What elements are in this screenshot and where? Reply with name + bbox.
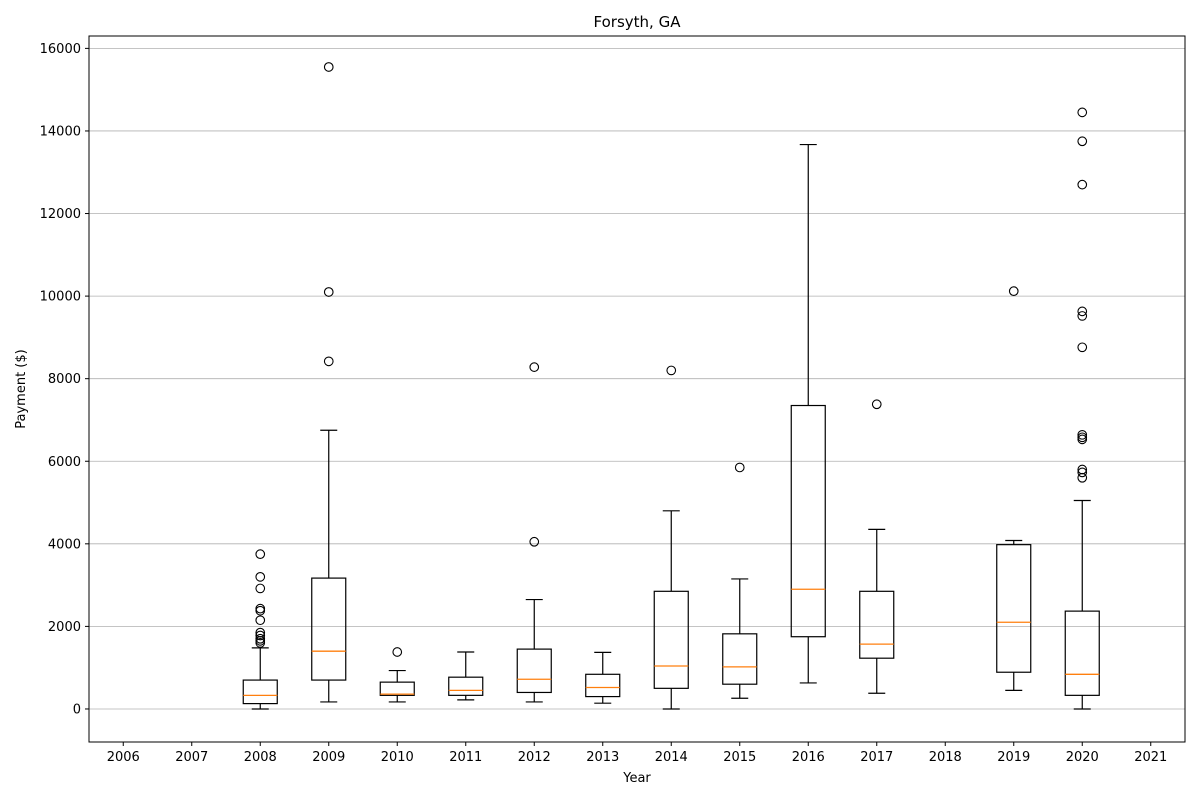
box-2015 [722,462,758,699]
box-2014 [653,365,689,710]
outlier-point [529,536,540,547]
outlier-point [255,633,266,644]
box-2009 [311,62,347,703]
box-2020 [1064,107,1100,710]
iqr-box [859,590,895,659]
outlier-point [255,630,266,641]
outlier-point [871,399,882,410]
box-2017 [859,399,895,694]
y-gridlines [89,47,1185,710]
y-tick-label: 2000 [48,620,81,635]
box-2008 [242,549,278,710]
y-tick-label: 6000 [48,455,81,470]
x-axis-title: Year [622,771,651,786]
x-tick-label: 2006 [107,750,140,765]
iqr-box [585,673,621,698]
y-tick-label: 10000 [40,290,81,305]
x-tick-label: 2012 [518,750,551,765]
plot-frame [88,35,1186,743]
iqr-box [1064,610,1100,696]
outlier-point [255,627,266,638]
iqr-box [722,633,758,685]
outlier-point [255,572,266,582]
y-tick-label: 12000 [40,207,81,222]
box-2019 [996,286,1032,691]
box-2013 [585,651,621,704]
x-tick-label: 2017 [860,750,893,765]
outlier-point [323,356,334,367]
outlier-point [1077,342,1088,353]
iqr-box [379,681,415,696]
x-tick-label: 2015 [723,750,756,765]
outlier-point [1077,311,1088,321]
outlier-point [323,287,334,297]
outlier-point [1077,432,1088,443]
box-2012 [516,362,552,703]
outlier-point [255,603,266,614]
outlier-point [1077,179,1088,190]
chart-title: Forsyth, GA [594,13,682,31]
box-2011 [448,651,484,701]
outlier-point [1077,467,1088,478]
x-tick-label: 2007 [175,750,208,765]
outlier-point [1008,286,1019,297]
x-tick-label: 2016 [792,750,825,765]
outlier-point [323,62,334,72]
outlier-point [1077,107,1088,118]
outlier-point [734,462,745,473]
y-tick-label: 4000 [48,537,81,552]
box-2010 [379,647,415,703]
iqr-box [790,404,826,638]
x-tick-label: 2020 [1066,750,1099,765]
outlier-point [1077,429,1088,440]
outlier-point [392,647,403,657]
iqr-box [448,676,484,696]
outlier-point [1077,464,1088,475]
x-axis-ticks: 2006 2007 2008 2009 2010 2011 2012 2013 2014 2015… [107,742,1167,765]
x-tick-label: 2008 [244,750,277,765]
outlier-point [255,615,266,626]
y-tick-label: 8000 [48,372,81,387]
box-2016 [790,143,826,684]
outlier-point [1077,306,1088,317]
x-tick-label: 2021 [1134,750,1167,765]
outlier-point [666,365,677,376]
x-tick-label: 2013 [586,750,619,765]
x-tick-label: 2011 [449,750,482,765]
outlier-point [529,362,540,372]
y-tick-label: 16000 [40,42,81,57]
boxes [242,62,1100,710]
x-tick-label: 2009 [312,750,345,765]
x-tick-label: 2018 [929,750,962,765]
x-tick-label: 2014 [655,750,688,765]
x-tick-label: 2019 [997,750,1030,765]
outlier-point [1077,136,1088,147]
x-tick-label: 2010 [381,750,414,765]
y-axis-title: Payment ($) [14,349,29,428]
outlier-point [255,583,266,594]
iqr-box [996,544,1032,673]
iqr-box [311,577,347,681]
y-tick-label: 14000 [40,124,81,139]
iqr-box [653,590,689,689]
y-axis-ticks: 0 2000 4000 6000 8000 10000 12000 14000 16000 [40,42,89,717]
iqr-box [516,648,552,694]
y-tick-label: 0 [73,702,81,717]
outlier-point [255,549,266,559]
iqr-box [242,679,278,705]
